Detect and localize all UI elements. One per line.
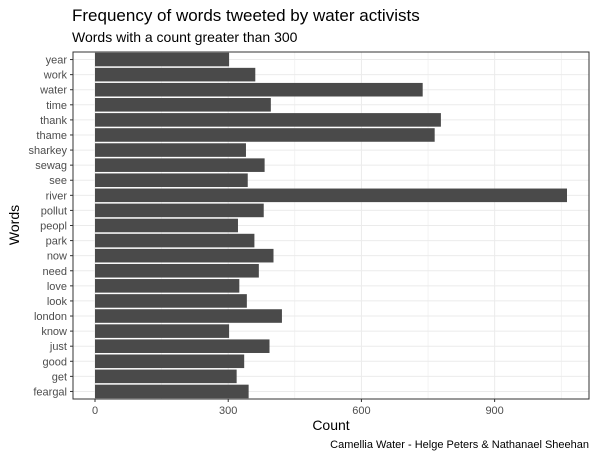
y-tick-label-year: year (46, 55, 68, 67)
y-tick-label-water: water (39, 85, 67, 97)
y-tick-label-need: need (43, 266, 67, 278)
bar-sharkey (95, 143, 246, 157)
y-tick-label-pollut: pollut (41, 205, 67, 217)
y-tick-label-just: just (49, 341, 67, 353)
y-tick-label-good: good (43, 356, 67, 368)
y-tick-label-sewag: sewag (35, 160, 67, 172)
bar-london (95, 309, 282, 323)
x-tick-label-600: 600 (352, 405, 370, 417)
x-axis-title: Count (312, 417, 349, 433)
bar-good (95, 354, 245, 369)
chart-caption: Camellia Water - Helge Peters & Nathanae… (330, 439, 589, 451)
bar-just (95, 339, 270, 353)
bar-park (95, 233, 255, 248)
bar-feargal (95, 384, 249, 399)
y-tick-label-love: love (47, 281, 67, 293)
bar-look (95, 294, 247, 308)
bar-work (95, 67, 256, 82)
y-tick-label-see: see (49, 175, 67, 187)
bar-get (95, 369, 237, 384)
y-axis-ticks: year work water time thank thame sharkey sewag s… (28, 55, 73, 398)
y-tick-label-get: get (52, 371, 67, 383)
bars (95, 52, 567, 399)
chart-subtitle: Words with a count greater than 300 (72, 29, 298, 45)
y-tick-label-sharkey: sharkey (28, 145, 67, 157)
bar-know (95, 324, 230, 338)
x-tick-label-0: 0 (92, 405, 98, 417)
bar-year (95, 52, 230, 67)
y-tick-label-peopl: peopl (40, 221, 67, 233)
bar-now (95, 248, 274, 263)
bar-water (95, 82, 423, 97)
bar-sewag (95, 158, 265, 172)
bar-love (95, 279, 240, 293)
bar-thame (95, 128, 435, 142)
chart-title: Frequency of words tweeted by water acti… (72, 6, 420, 25)
bar-see (95, 173, 248, 188)
y-tick-label-feargal: feargal (33, 386, 67, 398)
bar-thank (95, 113, 441, 127)
x-tick-label-900: 900 (485, 405, 503, 417)
y-tick-label-now: now (47, 251, 67, 263)
y-tick-label-time: time (46, 100, 67, 112)
y-tick-label-work: work (43, 70, 68, 82)
y-axis-title: Words (6, 205, 22, 245)
bar-time (95, 98, 271, 112)
y-tick-label-know: know (41, 326, 67, 338)
y-tick-label-london: london (34, 311, 67, 323)
y-tick-label-river: river (46, 190, 68, 202)
y-tick-label-park: park (46, 236, 68, 248)
x-tick-label-300: 300 (219, 405, 237, 417)
y-tick-label-thank: thank (40, 115, 67, 127)
bar-pollut (95, 203, 264, 218)
y-tick-label-look: look (47, 296, 68, 308)
bar-river (95, 188, 567, 203)
x-axis-ticks: 0 300 600 900 (92, 399, 504, 417)
bar-need (95, 263, 259, 278)
bar-peopl (95, 218, 238, 233)
y-tick-label-thame: thame (36, 130, 67, 142)
